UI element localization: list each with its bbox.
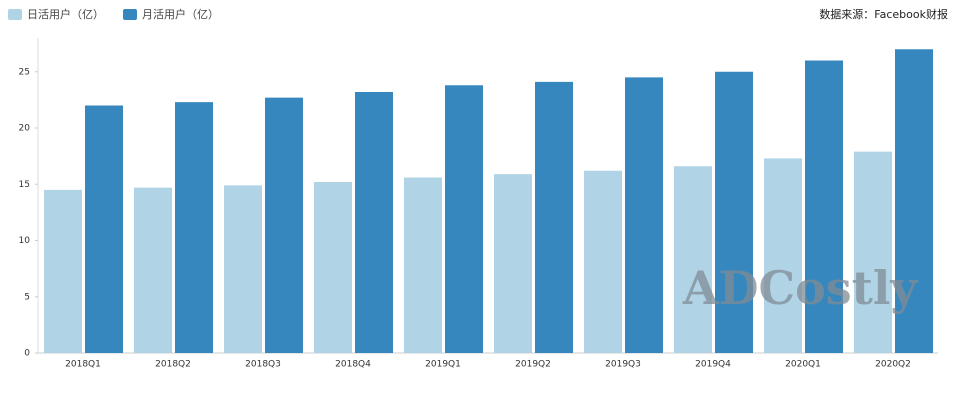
bar <box>854 151 892 353</box>
x-tick-label: 2018Q2 <box>155 360 191 370</box>
legend-swatch <box>123 9 137 20</box>
bar <box>355 92 393 353</box>
y-tick-label: 20 <box>19 124 31 134</box>
y-tick-label: 5 <box>24 292 30 302</box>
bar <box>895 49 933 353</box>
watermark: ADCostly <box>682 261 918 315</box>
source-note: 数据来源：Facebook财报 <box>819 7 948 21</box>
x-tick-label: 2018Q1 <box>65 360 101 370</box>
bar <box>715 71 753 353</box>
y-tick-label: 0 <box>24 349 30 359</box>
bar <box>625 77 663 353</box>
bar <box>44 189 82 353</box>
bar <box>764 158 802 353</box>
bar <box>134 187 172 353</box>
bar <box>494 174 532 353</box>
x-tick-label: 2018Q3 <box>245 360 281 370</box>
bar <box>224 185 262 353</box>
x-tick-label: 2018Q4 <box>335 360 371 370</box>
x-tick-label: 2019Q1 <box>425 360 461 370</box>
x-tick-label: 2019Q4 <box>695 360 731 370</box>
legend-label: 日活用户（亿） <box>27 7 104 21</box>
x-tick-label: 2020Q2 <box>875 360 911 370</box>
bar <box>265 97 303 353</box>
x-tick-label: 2019Q3 <box>605 360 641 370</box>
bar <box>535 81 573 353</box>
y-tick-label: 10 <box>19 236 31 246</box>
bar <box>404 177 442 353</box>
bar <box>445 85 483 353</box>
legend: 日活用户（亿） 月活用户（亿） <box>8 7 219 21</box>
legend-swatch <box>8 9 22 20</box>
x-tick-label: 2020Q1 <box>785 360 821 370</box>
bar <box>314 182 352 353</box>
y-tick-label: 15 <box>19 180 30 190</box>
x-tick-label: 2019Q2 <box>515 360 551 370</box>
y-tick-label: 25 <box>19 67 30 77</box>
bar <box>85 105 123 353</box>
bar <box>175 102 213 353</box>
bar <box>584 170 622 353</box>
legend-label: 月活用户（亿） <box>142 7 219 21</box>
bar <box>805 60 843 353</box>
bar <box>674 166 712 353</box>
